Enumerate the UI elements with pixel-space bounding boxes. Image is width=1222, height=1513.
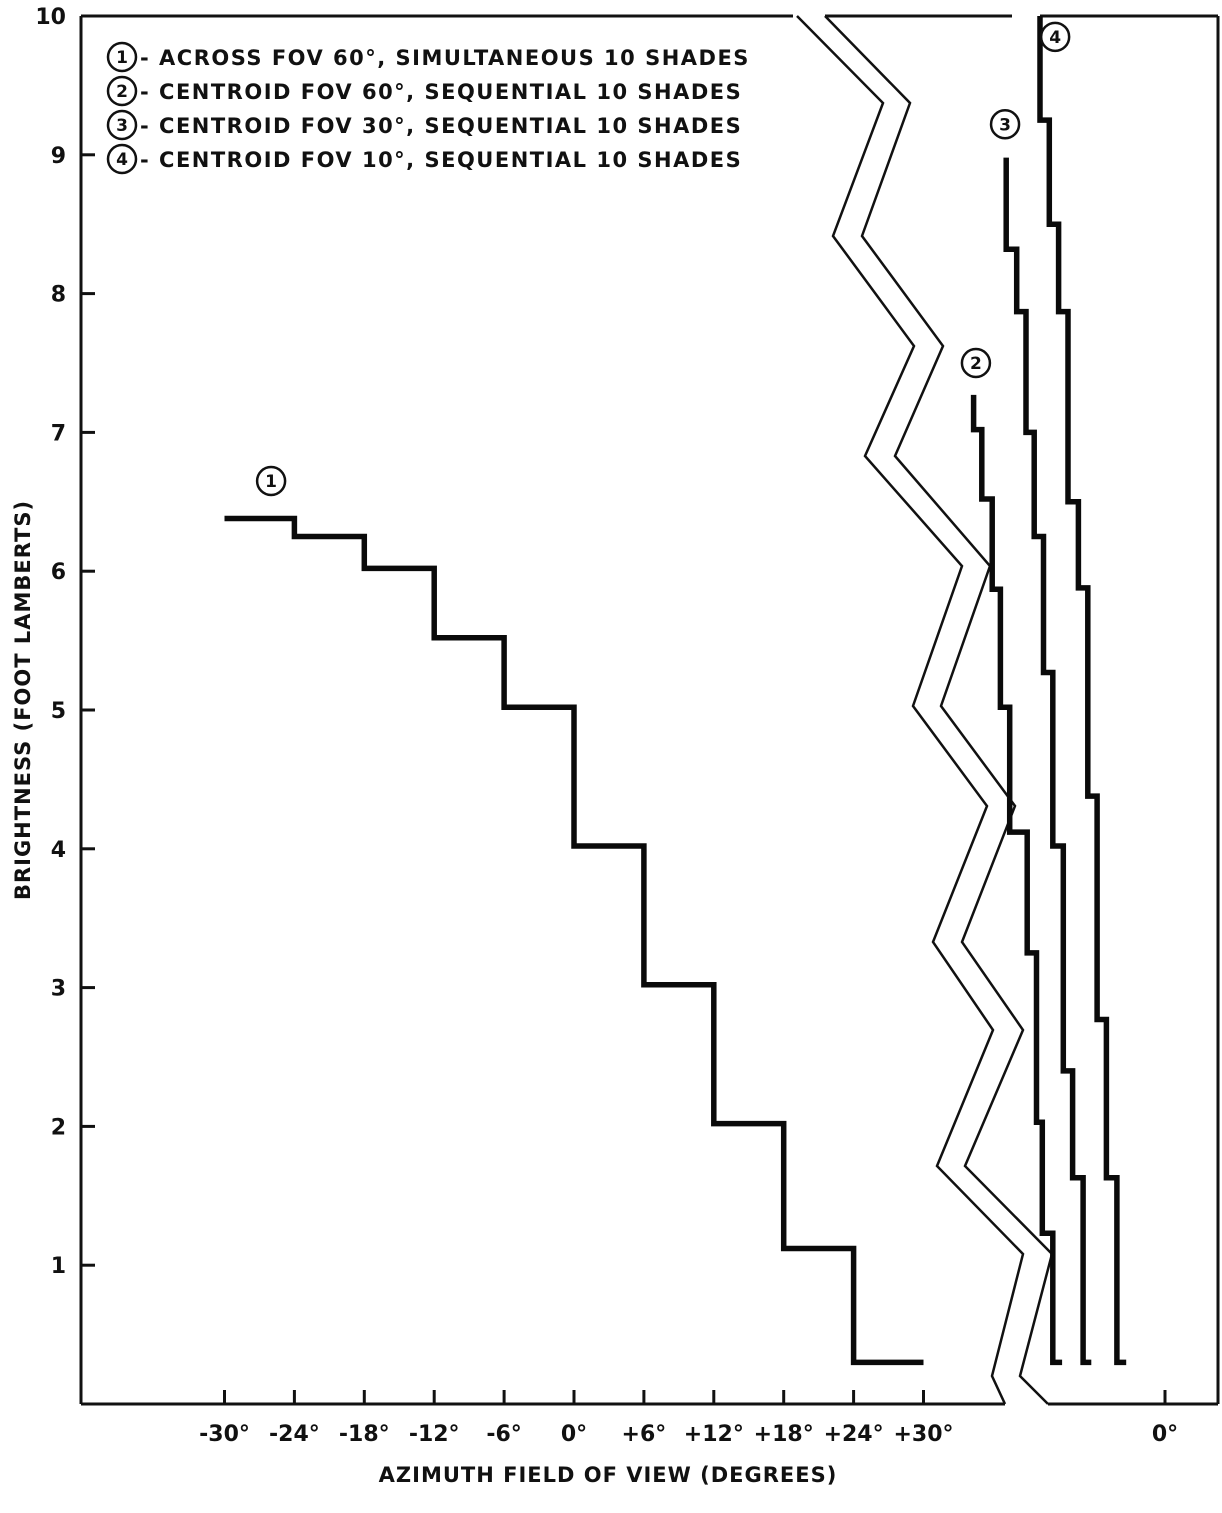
legend-text: - ACROSS FOV 60°, SIMULTANEOUS 10 SHADES <box>140 46 750 70</box>
axis-break-line <box>796 15 1025 1405</box>
x-tick-label: -6° <box>486 1422 521 1447</box>
x-tick-label: -18° <box>339 1422 390 1447</box>
y-tick-label: 10 <box>35 5 66 30</box>
y-tick-label: 6 <box>51 560 66 585</box>
legend-marker-number: 3 <box>116 116 128 136</box>
x-tick-label: +30° <box>893 1422 953 1447</box>
marker-number: 3 <box>999 115 1011 135</box>
x-tick-label: +6° <box>622 1422 667 1447</box>
legend-marker-circle <box>106 143 138 175</box>
legend-marker-number: 1 <box>116 48 128 68</box>
x-tick-label: +18° <box>754 1422 814 1447</box>
series-marker-1: 1 <box>255 465 287 497</box>
x-tick-label: -12° <box>409 1422 460 1447</box>
series-marker-2: 2 <box>960 347 992 379</box>
marker-circle <box>255 465 287 497</box>
y-tick-label: 8 <box>51 283 66 308</box>
y-tick-label: 1 <box>51 1254 66 1279</box>
legend-text: - CENTROID FOV 30°, SEQUENTIAL 10 SHADES <box>140 114 742 138</box>
legend-item-4: 4 - CENTROID FOV 10°, SEQUENTIAL 10 SHADE… <box>106 143 742 175</box>
legend-marker-number: 2 <box>116 82 128 102</box>
marker-number: 4 <box>1049 28 1061 48</box>
series-line-1 <box>224 515 924 1366</box>
x-tick-label: -24° <box>269 1422 320 1447</box>
axis-break-line <box>824 15 1054 1405</box>
marker-number: 2 <box>970 354 982 374</box>
y-tick-label: 3 <box>51 977 66 1002</box>
y-axis-title: BRIGHTNESS (FOOT LAMBERTS) <box>11 500 35 900</box>
series-markers: 1 2 3 4 <box>255 21 1071 497</box>
y-tick-label: 5 <box>51 699 66 724</box>
y-tick-label: 4 <box>51 838 66 863</box>
legend-item-1: 1 - ACROSS FOV 60°, SIMULTANEOUS 10 SHADE… <box>106 41 750 73</box>
series-lines <box>224 16 1127 1366</box>
x-tick-label: +12° <box>684 1422 744 1447</box>
marker-number: 1 <box>265 472 277 492</box>
legend-text: - CENTROID FOV 60°, SEQUENTIAL 10 SHADES <box>140 80 742 104</box>
x-axis-ticks: -30° -24° -18° -12° -6° 0° +6° +12° +18° +24° +30°… <box>199 1390 1178 1447</box>
series-marker-3: 3 <box>989 109 1021 140</box>
x-tick-label: -30° <box>199 1422 250 1447</box>
legend-marker-circle <box>106 41 138 73</box>
series-line-4 <box>1037 16 1127 1366</box>
x-tick-label: +24° <box>824 1422 884 1447</box>
legend-marker-number: 4 <box>116 150 128 170</box>
series-line-3 <box>1003 157 1092 1366</box>
series-marker-4: 4 <box>1039 21 1071 53</box>
x-axis-title: AZIMUTH FIELD OF VIEW (DEGREES) <box>379 1463 838 1487</box>
legend-marker-circle <box>106 75 138 107</box>
marker-circle <box>960 347 992 379</box>
legend-item-3: 3 - CENTROID FOV 30°, SEQUENTIAL 10 SHADE… <box>106 109 742 141</box>
legend-text: - CENTROID FOV 10°, SEQUENTIAL 10 SHADES <box>140 148 742 172</box>
y-tick-label: 7 <box>51 421 66 446</box>
x-tick-label: 0° <box>1152 1422 1178 1447</box>
marker-circle <box>989 109 1021 140</box>
y-axis-ticks: 1 2 3 4 5 6 7 8 9 10 <box>35 5 95 1279</box>
legend: 1 - ACROSS FOV 60°, SIMULTANEOUS 10 SHADE… <box>106 41 750 175</box>
x-tick-label: 0° <box>561 1422 587 1447</box>
axis-break-bands <box>796 15 1054 1405</box>
legend-item-2: 2 - CENTROID FOV 60°, SEQUENTIAL 10 SHADE… <box>106 75 742 107</box>
legend-marker-circle <box>106 109 138 141</box>
series-line-2 <box>970 394 1063 1366</box>
marker-circle <box>1039 21 1071 53</box>
y-tick-label: 9 <box>51 144 66 169</box>
y-tick-label: 2 <box>51 1115 66 1140</box>
